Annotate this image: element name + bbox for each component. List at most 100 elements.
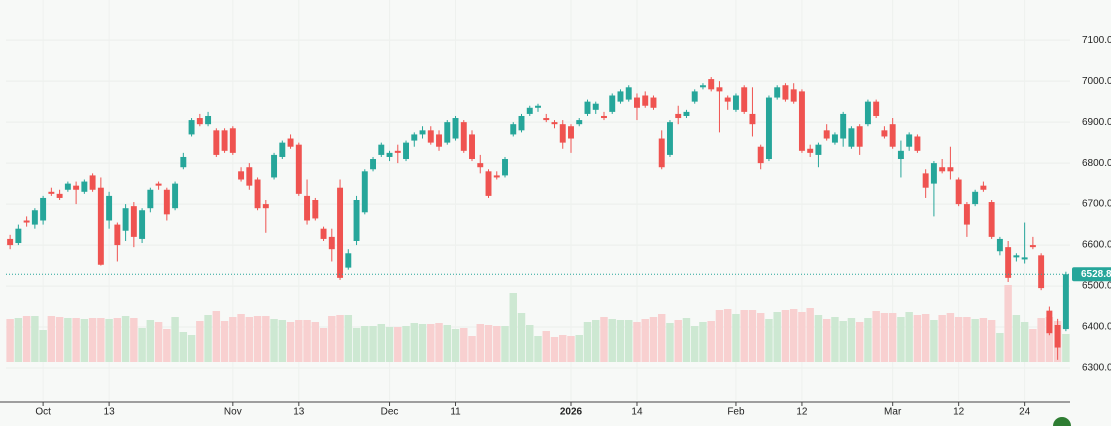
- candle-body: [625, 87, 632, 100]
- candle-body: [947, 167, 954, 172]
- candle-body: [765, 97, 772, 160]
- volume-bar: [493, 326, 501, 362]
- candle-body: [271, 154, 278, 178]
- candle-body: [856, 126, 863, 147]
- volume-bar: [888, 313, 897, 362]
- candle-body: [114, 224, 121, 246]
- volume-bar: [625, 320, 633, 362]
- candle-body: [328, 236, 335, 250]
- candle-body: [361, 171, 368, 213]
- candle-body: [535, 105, 541, 108]
- candle-body: [403, 142, 410, 160]
- x-tick-label: Feb: [727, 407, 745, 418]
- volume-bar: [946, 313, 955, 362]
- volume-bar: [336, 315, 344, 362]
- volume-bar: [971, 319, 979, 362]
- candle-body: [741, 87, 748, 112]
- candle-body: [394, 150, 401, 153]
- candle-body: [716, 87, 723, 92]
- candle-body: [205, 115, 212, 125]
- volume-bar: [954, 317, 963, 362]
- volume-bar: [460, 328, 468, 362]
- candle-body: [996, 238, 1003, 252]
- y-tick-label: 6300.00: [1082, 363, 1111, 374]
- volume-bar: [938, 315, 946, 362]
- candle-body: [922, 173, 929, 188]
- candle-body: [980, 185, 987, 190]
- volume-bar: [542, 331, 550, 362]
- candle-body: [914, 136, 921, 151]
- volume-bar: [484, 325, 493, 362]
- volume-bar: [22, 316, 31, 362]
- candle-body: [502, 159, 508, 176]
- x-tick-label: Nov: [224, 407, 242, 418]
- volume-bar: [121, 316, 130, 362]
- volume-bar: [534, 336, 542, 362]
- volume-bar: [394, 327, 402, 362]
- volume-bar: [286, 322, 295, 362]
- volume-bar: [80, 319, 89, 362]
- volume-bar: [575, 335, 583, 362]
- volume-bar: [690, 326, 699, 362]
- candle-body: [881, 130, 888, 137]
- candle-body: [609, 95, 616, 112]
- candle-body: [370, 159, 377, 170]
- volume-bar: [715, 310, 724, 362]
- volume-bar: [311, 322, 320, 362]
- y-tick-label: 6400.00: [1082, 322, 1111, 333]
- candle-body: [634, 97, 640, 108]
- candle-body: [848, 128, 855, 147]
- candle-body: [254, 179, 261, 209]
- volume-bar: [559, 335, 567, 362]
- volume-bar: [220, 321, 229, 362]
- volume-bar: [476, 324, 484, 362]
- volume-bar: [369, 326, 377, 362]
- volume-bar: [88, 318, 97, 362]
- candle-body: [568, 126, 574, 139]
- candle-body: [89, 175, 96, 190]
- candle-body: [188, 120, 195, 135]
- candle-body: [930, 163, 937, 184]
- candle-body: [782, 85, 789, 100]
- volume-bar: [443, 325, 451, 362]
- volume-bar: [39, 330, 47, 362]
- candle-body: [617, 91, 624, 102]
- volume-bar: [146, 320, 155, 362]
- candle-body: [460, 122, 467, 151]
- volume-bar: [814, 315, 823, 362]
- candle-body: [601, 115, 607, 119]
- volume-bar: [897, 317, 905, 362]
- volume-bar: [930, 320, 938, 362]
- volume-bar: [822, 319, 831, 362]
- candle-body: [774, 87, 781, 98]
- candle-body: [864, 101, 871, 125]
- volume-bar: [418, 324, 427, 362]
- volume-bar: [765, 319, 773, 362]
- volume-bar: [608, 319, 616, 362]
- candle-body: [221, 130, 228, 151]
- volume-bar: [526, 325, 534, 362]
- volume-bar: [113, 318, 122, 362]
- volume-bar: [847, 318, 856, 362]
- volume-bar: [855, 322, 864, 362]
- candle-body: [708, 79, 715, 90]
- volume-bar: [47, 316, 56, 362]
- volume-bar: [196, 321, 204, 362]
- candle-body: [972, 191, 979, 205]
- y-tick-label: 6900.00: [1082, 117, 1111, 128]
- candle-body: [436, 134, 442, 147]
- volume-bar: [707, 321, 715, 362]
- candle-body: [1005, 247, 1012, 278]
- volume-bar: [567, 336, 575, 362]
- candle-body: [683, 111, 690, 116]
- volume-bar: [1004, 285, 1012, 362]
- volume-bar: [831, 317, 839, 362]
- candle-body: [642, 95, 649, 106]
- candle-body: [790, 89, 797, 102]
- volume-bar: [987, 320, 996, 362]
- candle-body: [724, 97, 731, 102]
- volume-bar: [105, 319, 113, 362]
- candle-body: [106, 195, 113, 221]
- x-tick-label: 12: [953, 407, 965, 418]
